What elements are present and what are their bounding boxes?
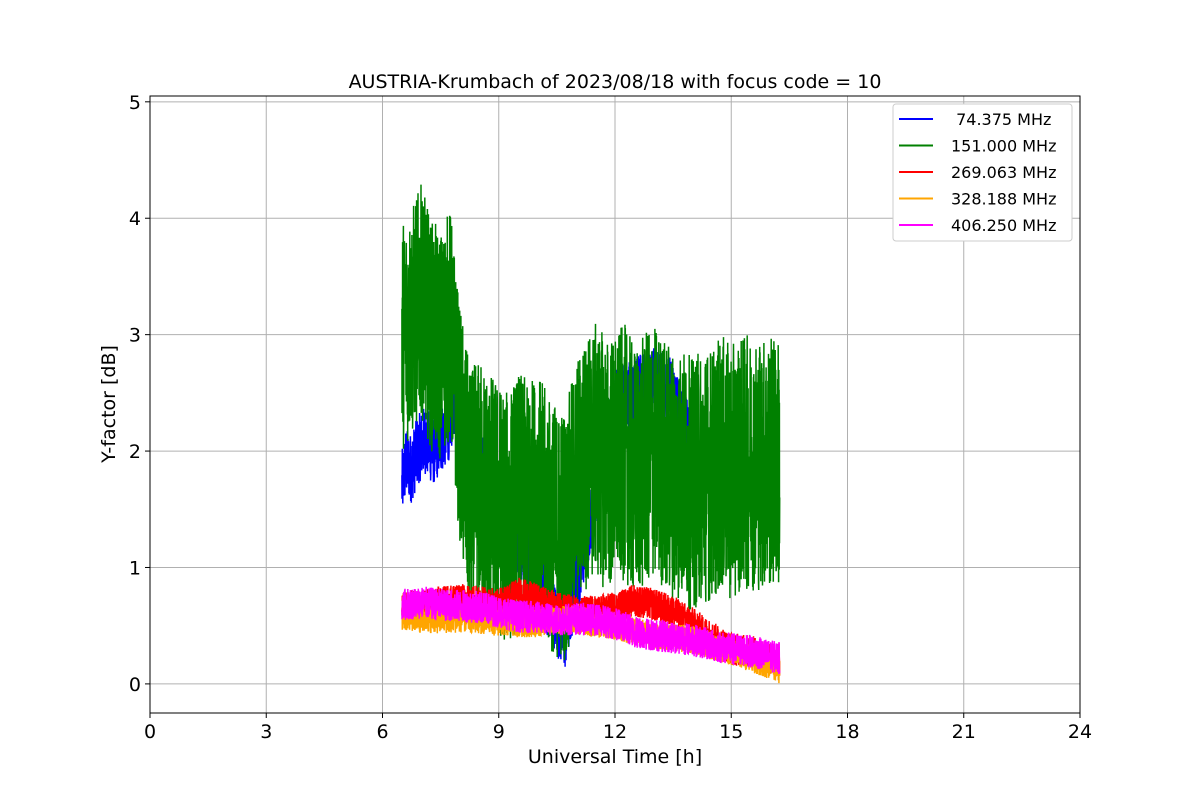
y-tick-label: 0 (129, 674, 141, 696)
x-tick-label: 15 (719, 721, 743, 743)
series-layer (401, 184, 781, 684)
legend-label: 151.000 MHz (951, 137, 1056, 156)
x-tick-label: 24 (1068, 721, 1092, 743)
legend-label: 74.375 MHz (951, 110, 1051, 129)
y-tick-label: 5 (129, 92, 141, 114)
y-tick-label: 1 (129, 557, 141, 579)
legend-label: 406.250 MHz (951, 216, 1056, 235)
series-line (401, 586, 781, 675)
legend-label: 269.063 MHz (951, 163, 1056, 182)
x-tick-label: 12 (603, 721, 627, 743)
x-tick-label: 9 (493, 721, 505, 743)
legend: 74.375 MHz 151.000 MHz 269.063 MHz 328.188 … (892, 103, 1073, 242)
y-tick-label: 3 (129, 325, 141, 347)
x-tick-label: 18 (835, 721, 859, 743)
series-line (401, 184, 781, 661)
x-tick-label: 3 (260, 721, 272, 743)
x-tick-label: 6 (376, 721, 388, 743)
x-tick-label: 21 (952, 721, 976, 743)
y-tick-label: 2 (129, 441, 141, 463)
x-tick-label: 0 (144, 721, 156, 743)
x-axis-label: Universal Time [h] (528, 746, 702, 768)
legend-box (892, 103, 1073, 242)
y-axis-label: Y-factor [dB] (98, 345, 120, 464)
y-tick-label: 4 (129, 208, 141, 230)
chart-title: AUSTRIA-Krumbach of 2023/08/18 with focu… (349, 71, 882, 93)
legend-label: 328.188 MHz (951, 190, 1056, 209)
